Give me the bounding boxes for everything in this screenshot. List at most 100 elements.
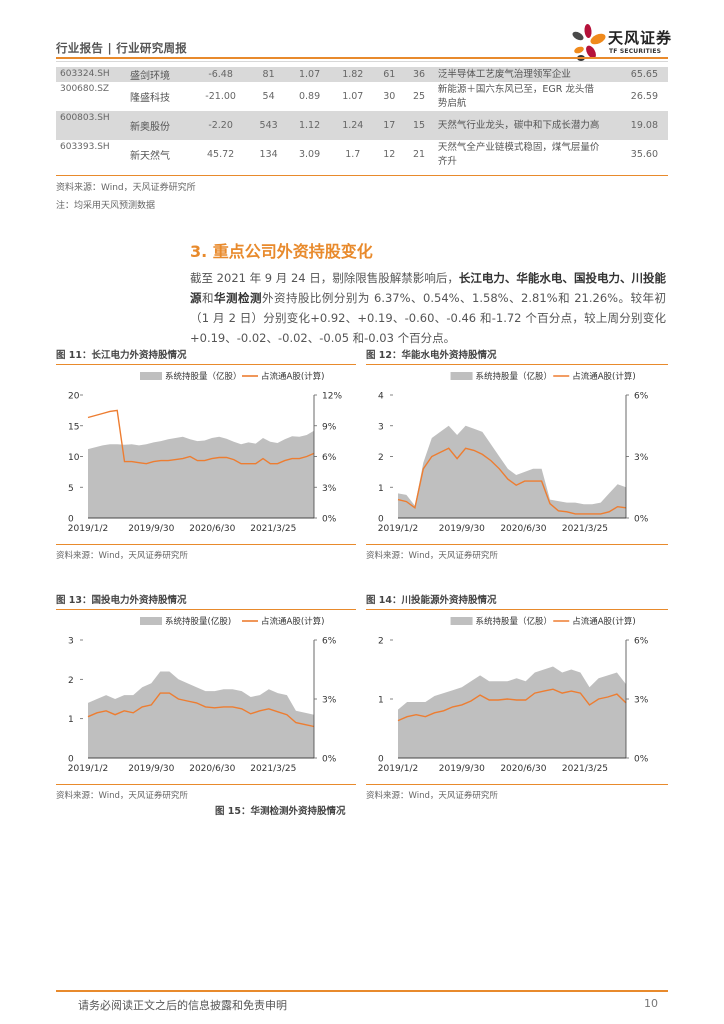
legend-area-swatch [450,617,473,625]
left-y-tick: 2 [378,637,384,647]
legend-area-swatch [140,372,162,380]
left-y-tick: 2 [378,453,384,463]
figure-11: 图 11：长江电力外资持股情况 系统持股量（亿股） 占流通A股(计算) 0 5 10 15… [56,347,356,561]
legend-area-swatch [450,372,473,380]
x-tick: 2019/9/30 [439,764,485,774]
right-y-tick: 3% [322,484,337,494]
value-cell: 35.60 [630,149,658,160]
value-cell: 26.59 [630,91,658,102]
legend-line-label: 占流通A股(计算) [261,616,324,627]
table-row: 600803.SH 新奥股份 -2.20 543 1.12 1.24 17 15 天然气行业龙头… [56,111,668,140]
stock-name-cell: 新奥股份 [126,111,192,140]
right-y-tick: 3% [634,696,649,706]
legend-line-label: 占流通A股(计算) [572,616,635,627]
x-tick: 2019/1/2 [68,524,108,534]
left-y-tick: 0 [68,755,74,765]
legend-area-label: 系统持股量（亿股） [476,371,553,382]
value-cell: 36 [404,67,434,82]
value-cell: 134 [259,149,278,160]
description-cell: 新能源＋国六东风已至，EGR 龙头借势启航 [437,83,594,109]
x-tick: 2021/3/25 [250,764,296,774]
table-row: 300680.SZ 隆盛科技 -21.00 54 0.89 1.07 30 25 新能源＋国六东… [56,82,668,111]
figure-13-source: 资料来源：Wind，天风证券研究所 [56,791,188,801]
legend-line-label: 占流通A股(计算) [572,371,635,382]
stock-code-cell: 603324.SH [56,67,126,82]
table-footnote: 注：均采用天风预测数据 [56,201,156,211]
value-cell: 1.82 [331,67,375,82]
ratio-line-series [87,409,315,465]
right-y-tick: 6% [634,392,649,402]
legend-area-label: 系统持股量（亿股） [476,616,553,627]
legend-area-label: 系统持股量（亿股） [165,371,242,382]
right-y-tick: 9% [322,422,337,432]
right-y-tick: 6% [322,453,337,463]
left-y-tick: 0 [378,515,384,525]
x-tick: 2021/3/25 [250,524,296,534]
footer-divider [56,990,668,992]
para-text-1: 截至 2021 年 9 月 24 日，剔除限售股解禁影响后， [190,271,459,285]
left-y-tick: 0 [378,755,384,765]
right-y-tick: 6% [634,637,649,647]
value-cell: 81 [249,67,288,82]
left-y-tick: 1 [378,484,384,494]
left-y-tick: 3 [68,637,74,647]
value-cell: 45.72 [207,149,235,160]
right-y-tick: 0% [322,515,337,525]
x-tick: 2020/6/30 [500,524,546,534]
logo-flower-icon [572,24,606,61]
description-cell: 泛半导体工艺废气治理领军企业 [433,67,607,82]
figure-13-chart: 系统持股量(亿股) 占流通A股(计算) 0 1 2 3 0% 3% 6% 2019/1/2 2019… [68,616,337,774]
left-y-tick: 1 [68,715,74,725]
legend-line-label: 占流通A股(计算) [261,371,324,382]
para-text-3: 外资持股比例分别为 6.37%、0.54%、1.58%、2.81%和 21.26… [190,291,667,345]
value-cell: -2.20 [192,111,250,140]
chart-legend: 系统持股量(亿股) 占流通A股(计算) [140,616,324,627]
value-cell: 1.07 [287,67,332,82]
legend-area-label: 系统持股量(亿股) [165,616,231,627]
right-y-tick: 0% [634,755,649,765]
figure-14-chart: 系统持股量（亿股） 占流通A股(计算) 0 1 2 0% 3% 6% 2019/1/2 2019/… [378,616,649,774]
para-bold-companies: 长江电力、华能水电、国投电力、川投能源 [190,271,667,305]
holdings-area-series [88,671,314,758]
stock-code-cell: 600803.SH [56,111,126,140]
right-y-tick: 12% [322,392,342,402]
chart-legend: 系统持股量（亿股） 占流通A股(计算) [140,371,324,382]
chart-legend: 系统持股量（亿股） 占流通A股(计算) [450,371,636,382]
x-tick: 2019/1/2 [378,764,418,774]
value-cell: 25 [412,91,426,102]
x-tick: 2021/3/25 [562,524,608,534]
para-bold-company: 华测检测 [214,291,262,305]
figure-12-bottom-rule [366,544,668,545]
figure-13-bottom-rule [56,784,356,785]
ratio-line-series [397,688,627,722]
stock-name-cell: 盛剑环境 [126,67,192,82]
figure-11-title: 图 11：长江电力外资持股情况 [56,350,187,361]
footer-disclaimer: 请务必阅读正文之后的信息披露和免责申明 [78,999,287,1012]
left-y-tick: 5 [68,484,74,494]
left-y-tick: 20 [68,392,80,402]
table-row: 603324.SH 盛剑环境 -6.48 81 1.07 1.82 61 36 泛半导体工艺废气… [56,67,668,82]
value-cell: 17 [374,111,405,140]
section-paragraph: 截至 2021 年 9 月 24 日，剔除限售股解禁影响后，长江电力、华能水电、… [190,268,666,348]
left-y-tick: 4 [378,392,384,402]
x-tick: 2019/9/30 [128,524,174,534]
value-cell: 30 [383,91,396,102]
figure-14-source: 资料来源：Wind，天风证券研究所 [366,791,498,801]
stock-name-cell: 新天然气 [130,151,170,162]
tf-securities-logo: 天风证券 TF SECURITIES [568,22,678,62]
left-y-tick: 3 [378,422,384,432]
x-tick: 2020/6/30 [500,764,546,774]
description-cell: 天然气行业龙头，碳中和下成长潜力高 [433,111,607,140]
stock-table: 603324.SH 盛剑环境 -6.48 81 1.07 1.82 61 36 泛半导体工艺废气… [56,67,668,169]
x-tick: 2020/6/30 [189,764,235,774]
right-y-tick: 6% [322,637,337,647]
header-divider [56,57,668,59]
x-tick: 2019/1/2 [68,764,108,774]
value-cell: -21.00 [205,91,236,102]
value-cell: 19.08 [606,111,668,140]
ratio-line-series [397,447,627,515]
figure-12-source: 资料来源：Wind，天风证券研究所 [366,551,498,561]
figure-13-title: 图 13：国投电力外资持股情况 [56,595,187,606]
value-cell: 12 [383,149,396,160]
figure-11-chart: 系统持股量（亿股） 占流通A股(计算) 0 5 10 15 20 0% 3% 6% 9% 12% 201… [68,371,343,534]
